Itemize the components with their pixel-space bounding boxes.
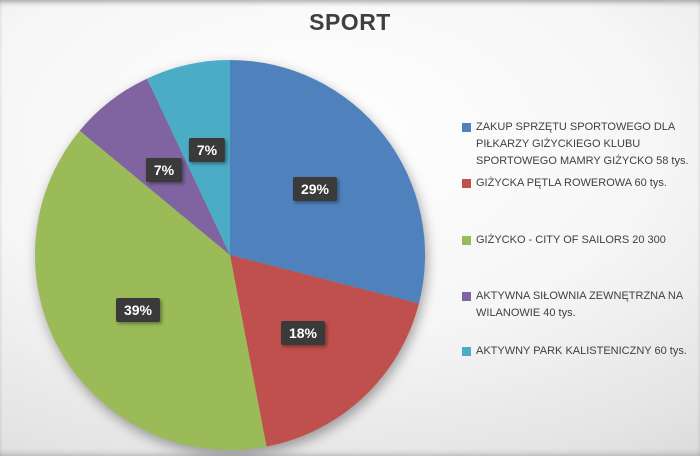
pie-slice-5 bbox=[147, 60, 230, 255]
legend-label: AKTYWNA SIŁOWNIA ZEWNĘTRZNA NA WILANOWIE… bbox=[476, 290, 683, 319]
legend-color-swatch bbox=[462, 347, 471, 356]
percent-label: 18% bbox=[280, 321, 326, 345]
pie-slice-2 bbox=[230, 255, 419, 447]
legend-item: GIŻYCKO - CITY OF SAILORS 20 300 bbox=[462, 232, 698, 249]
legend-color-swatch bbox=[462, 123, 471, 132]
percent-label: 7% bbox=[188, 138, 226, 162]
legend-color-swatch bbox=[462, 179, 471, 188]
legend-item: AKTYWNA SIŁOWNIA ZEWNĘTRZNA NA WILANOWIE… bbox=[462, 288, 698, 322]
percent-label: 29% bbox=[292, 177, 338, 201]
legend-item: ZAKUP SPRZĘTU SPORTOWEGO DLA PIŁKARZY GI… bbox=[462, 119, 698, 170]
legend-label: GIŻYCKA PĘTLA ROWEROWA 60 tys. bbox=[476, 177, 667, 189]
pie-slice-3 bbox=[34, 130, 267, 450]
legend-label: GIŻYCKO - CITY OF SAILORS 20 300 bbox=[476, 234, 666, 246]
legend-item: GIŻYCKA PĘTLA ROWEROWA 60 tys. bbox=[462, 175, 698, 192]
legend-color-swatch bbox=[462, 292, 471, 301]
legend-label: ZAKUP SPRZĘTU SPORTOWEGO DLA PIŁKARZY GI… bbox=[476, 121, 689, 167]
legend-item: AKTYWNY PARK KALISTENICZNY 60 tys. bbox=[462, 343, 698, 360]
legend-color-swatch bbox=[462, 236, 471, 245]
percent-label: 7% bbox=[145, 158, 183, 182]
legend-label: AKTYWNY PARK KALISTENICZNY 60 tys. bbox=[476, 345, 687, 357]
percent-label: 39% bbox=[115, 298, 161, 322]
chart-title: SPORT bbox=[309, 9, 391, 35]
chart-legend: ZAKUP SPRZĘTU SPORTOWEGO DLA PIŁKARZY GI… bbox=[462, 0, 698, 456]
